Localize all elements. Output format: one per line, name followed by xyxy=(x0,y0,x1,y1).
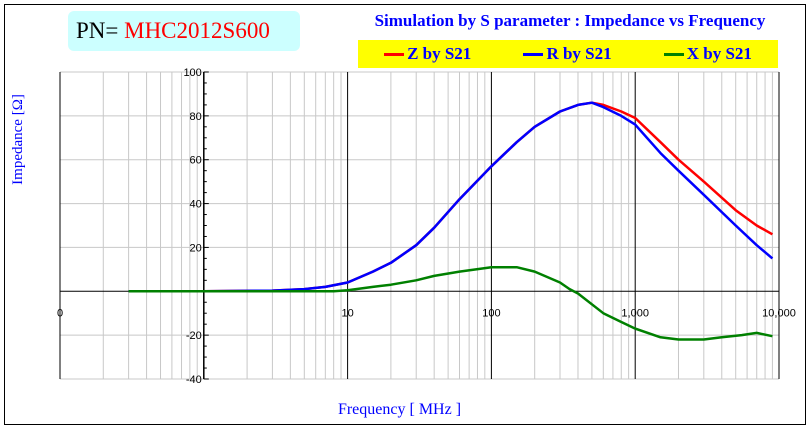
y-tick-label: -20 xyxy=(186,330,202,342)
y-tick-label: 80 xyxy=(190,111,202,123)
x-tick-label: 100 xyxy=(482,307,500,319)
legend-item-x: X by S21 xyxy=(663,44,752,64)
series-line-x xyxy=(128,265,773,341)
series-line-z xyxy=(128,101,774,293)
chart-title: Simulation by S parameter : Impedance vs… xyxy=(374,11,766,30)
part-number-box: PN= MHC2012S600 xyxy=(68,11,300,51)
y-tick-label: -40 xyxy=(186,374,202,386)
y-tick-label: 20 xyxy=(190,242,202,254)
legend-swatch-x xyxy=(663,52,684,56)
x-tick-label: 10 xyxy=(341,307,353,319)
series-line-r xyxy=(128,101,774,293)
x-tick-label: 1,000 xyxy=(621,307,649,319)
legend-item-r: R by S21 xyxy=(523,44,612,64)
y-tick-label: 40 xyxy=(190,199,202,211)
legend-swatch-r xyxy=(523,52,544,56)
y-tick-label: 60 xyxy=(190,155,202,167)
chart-frame xyxy=(4,4,806,425)
legend: Z by S21 R by S21 X by S21 xyxy=(358,40,778,68)
legend-label-r: R by S21 xyxy=(546,44,612,63)
pn-label: PN= xyxy=(76,18,119,43)
legend-item-z: Z by S21 xyxy=(384,44,471,64)
x-tick-label: 0 xyxy=(57,307,63,319)
y-axis-label: Impedance [Ω] xyxy=(10,94,26,185)
pn-value: MHC2012S600 xyxy=(124,18,270,43)
legend-label-x: X by S21 xyxy=(686,44,752,63)
x-axis-label: Frequency [ MHz ] xyxy=(338,401,461,418)
legend-swatch-z xyxy=(384,52,405,56)
y-tick-label: 100 xyxy=(183,67,201,79)
x-tick-label: 10,000 xyxy=(762,307,796,319)
legend-label-z: Z by S21 xyxy=(407,44,472,63)
